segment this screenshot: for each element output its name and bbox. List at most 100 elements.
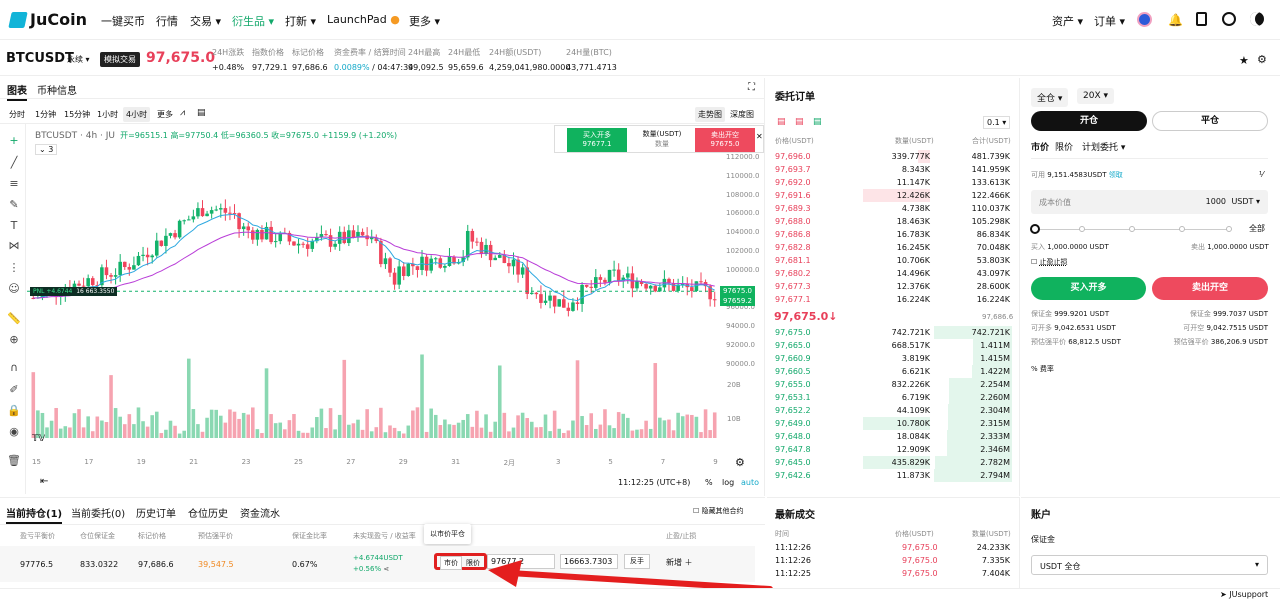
ask-row[interactable]: 97,681.1 10.706K 53.803K xyxy=(772,254,1012,267)
limit-qty-input[interactable]: 16663.7303 xyxy=(560,554,618,569)
quick-sell-button[interactable]: 卖出开空 97675.0 xyxy=(695,128,755,152)
star-icon[interactable]: ★ xyxy=(1239,54,1249,67)
tab-coin-info[interactable]: 币种信息 xyxy=(37,86,77,97)
emoji-icon[interactable]: ☺ xyxy=(8,282,20,295)
margin-mode-select[interactable]: 全仓 ▾ xyxy=(1031,88,1069,107)
bid-row[interactable]: 97,645.0 435.829K 2.782M xyxy=(772,456,1012,469)
ask-row[interactable]: 97,692.0 11.147K 133.613K xyxy=(772,176,1012,189)
ask-row[interactable]: 97,680.2 14.496K 43.097K xyxy=(772,267,1012,280)
trendline-icon[interactable]: ╱ xyxy=(10,156,18,169)
nav-orders[interactable]: 订单 ▾ xyxy=(1094,15,1126,28)
ask-row[interactable]: 97,677.3 12.376K 28.600K xyxy=(772,280,1012,293)
view-depth[interactable]: 深度图 xyxy=(730,110,754,119)
close-position-tab[interactable]: 平仓 xyxy=(1152,111,1268,131)
order-type-limit[interactable]: 限价 xyxy=(1055,143,1074,153)
tpsl-checkbox[interactable]: ☐ 止盈止损 xyxy=(1031,258,1068,266)
interval-15m[interactable]: 15分钟 xyxy=(64,110,91,119)
indicator-icon[interactable]: ⩘ xyxy=(180,108,186,118)
nav-derivatives[interactable]: 衍生品 ▾ xyxy=(232,15,275,28)
interval-1h[interactable]: 1小时 xyxy=(97,110,119,119)
symbol-name[interactable]: BTCUSDT xyxy=(6,51,74,66)
tab-fund-flow[interactable]: 资金流水 xyxy=(240,509,280,520)
nav-more[interactable]: 更多 ▾ xyxy=(409,15,441,28)
tab-positions[interactable]: 当前持仓(1) xyxy=(6,505,63,524)
book-asks-icon[interactable]: ▤ xyxy=(795,117,804,127)
bid-row[interactable]: 97,642.6 11.873K 2.794M xyxy=(772,469,1012,482)
tick-size-select[interactable]: 0.1 ▾ xyxy=(983,116,1011,129)
bid-row[interactable]: 97,647.8 12.909K 2.346M xyxy=(772,443,1012,456)
fullscreen-icon[interactable]: ⛶ xyxy=(748,82,755,93)
add-tpsl-button[interactable]: 新增 ＋ xyxy=(666,558,693,567)
ask-row[interactable]: 97,686.8 16.783K 86.834K xyxy=(772,228,1012,241)
ask-row[interactable]: 97,691.6 12.426K 122.466K xyxy=(772,189,1012,202)
bid-row[interactable]: 97,665.0 668.517K 1.411M xyxy=(772,339,1012,352)
contract-type[interactable]: 永续 ▾ xyxy=(67,55,90,64)
bid-row[interactable]: 97,660.9 3.819K 1.415M xyxy=(772,352,1012,365)
ask-row[interactable]: 97,696.0 339.777K 481.739K xyxy=(772,150,1012,163)
brand-logo[interactable]: JuCoin xyxy=(8,10,87,29)
claim-link[interactable]: 领取 xyxy=(1108,171,1123,179)
axis-settings-icon[interactable]: ⚙ xyxy=(735,456,745,469)
order-type-market[interactable]: 市价 xyxy=(1031,143,1050,153)
bid-row[interactable]: 97,675.0 742.721K 742.721K xyxy=(772,326,1012,339)
interval-more[interactable]: 更多 xyxy=(157,110,173,119)
leverage-select[interactable]: 20X ▾ xyxy=(1077,88,1115,104)
bell-icon[interactable]: 🔔 xyxy=(1168,13,1183,27)
measure-icon[interactable]: ⋮ xyxy=(8,261,20,274)
market-close-button[interactable]: 市价 xyxy=(440,556,462,570)
lock-drawing-icon[interactable]: ✐ xyxy=(9,383,19,396)
tab-open-orders[interactable]: 当前委托(0) xyxy=(71,509,126,520)
crosshair-icon[interactable]: + xyxy=(9,134,19,147)
slider-handle[interactable] xyxy=(1030,224,1040,234)
nav-buy-crypto[interactable]: 一键买币 xyxy=(101,15,145,28)
ask-row[interactable]: 97,688.0 18.463K 105.298K xyxy=(772,215,1012,228)
lock-icon[interactable]: 🔒 xyxy=(7,404,21,417)
open-position-tab[interactable]: 开仓 xyxy=(1031,111,1147,131)
nav-trade[interactable]: 交易 ▾ xyxy=(190,15,222,28)
interval-1m[interactable]: 1分钟 xyxy=(35,110,57,119)
goto-date-icon[interactable]: ⇤ xyxy=(40,476,49,487)
support-link[interactable]: ➤ JUsupport xyxy=(1220,590,1269,599)
all-button[interactable]: 全部 xyxy=(1249,224,1265,233)
zoom-in-icon[interactable]: ⊕ xyxy=(9,333,19,346)
pattern-icon[interactable]: ⋈ xyxy=(8,239,20,252)
interval-4h[interactable]: 4小时 xyxy=(123,107,151,122)
candlestick-chart[interactable] xyxy=(27,124,765,494)
avatar[interactable] xyxy=(1137,12,1152,27)
bid-row[interactable]: 97,649.0 10.780K 2.315M xyxy=(772,417,1012,430)
text-tool-icon[interactable]: T xyxy=(10,219,18,232)
ask-row[interactable]: 97,677.1 16.224K 16.224K xyxy=(772,293,1012,306)
interval-tick[interactable]: 分时 xyxy=(9,110,25,119)
sell-short-button[interactable]: 卖出开空 xyxy=(1152,277,1268,300)
auto-toggle[interactable]: auto xyxy=(741,478,760,487)
ask-row[interactable]: 97,682.8 16.245K 70.048K xyxy=(772,241,1012,254)
percent-toggle[interactable]: % xyxy=(705,478,713,487)
settings-icon[interactable]: ⚙ xyxy=(1257,53,1267,66)
quick-buy-button[interactable]: 买入开多 97677.1 xyxy=(567,128,627,152)
tab-order-history[interactable]: 历史订单 xyxy=(136,509,176,520)
buy-long-button[interactable]: 买入开多 xyxy=(1031,277,1146,300)
bid-row[interactable]: 97,648.0 18.084K 2.333M xyxy=(772,430,1012,443)
ruler-icon[interactable]: 📏 xyxy=(7,312,21,325)
download-icon[interactable] xyxy=(1196,12,1207,26)
order-type-plan[interactable]: 计划委托 ▾ xyxy=(1082,143,1126,153)
bid-row[interactable]: 97,660.5 6.621K 1.422M xyxy=(772,365,1012,378)
cost-value-input[interactable]: 成本价值 1000 USDT ▾ xyxy=(1031,190,1268,214)
view-trend[interactable]: 走势图 xyxy=(695,107,725,122)
nav-ipo[interactable]: 打新 ▾ xyxy=(285,15,317,28)
chart-settings-icon[interactable]: ▤ xyxy=(197,108,206,118)
bid-row[interactable]: 97,655.0 832.226K 2.254M xyxy=(772,378,1012,391)
magnet-icon[interactable]: ∩ xyxy=(9,361,19,374)
reverse-button[interactable]: 反手 xyxy=(624,554,650,569)
log-toggle[interactable]: log xyxy=(722,478,735,487)
unit-select[interactable]: USDT ▾ xyxy=(1231,197,1260,206)
close-icon[interactable]: ✕ xyxy=(756,132,763,141)
bid-row[interactable]: 97,652.2 44.109K 2.304M xyxy=(772,404,1012,417)
bid-row[interactable]: 97,653.1 6.719K 2.260M xyxy=(772,391,1012,404)
eye-icon[interactable]: ◉ xyxy=(9,425,19,438)
tab-position-history[interactable]: 仓位历史 xyxy=(188,509,228,520)
ask-row[interactable]: 97,693.7 8.343K 141.959K xyxy=(772,163,1012,176)
ask-row[interactable]: 97,689.3 4.738K 110.037K xyxy=(772,202,1012,215)
quick-qty-input[interactable]: 数量(USDT) 数量 xyxy=(642,130,682,148)
convert-icon[interactable]: ⅟ xyxy=(1259,170,1264,179)
